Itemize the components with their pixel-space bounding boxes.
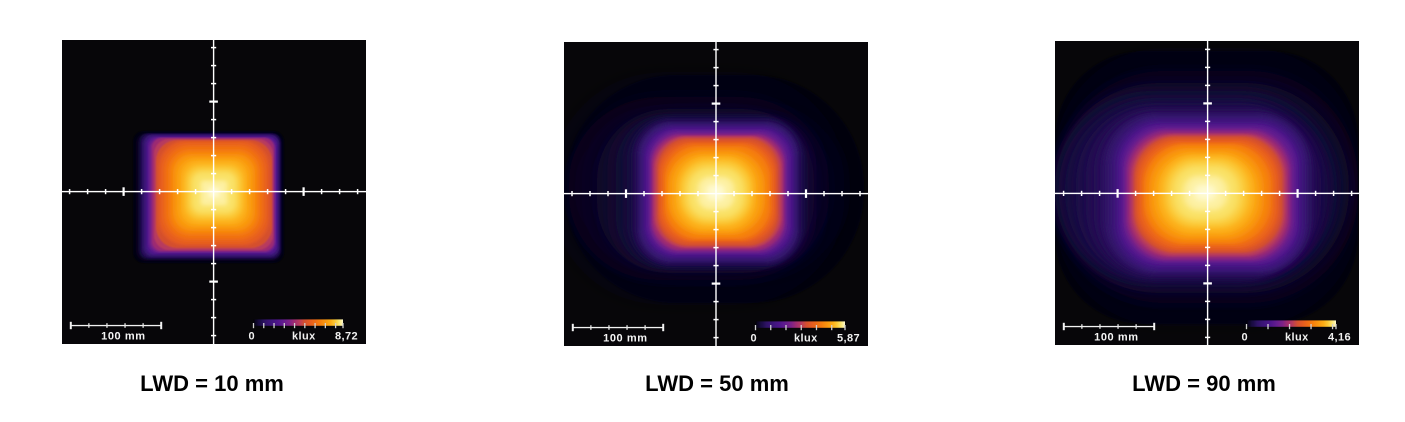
svg-text:0: 0 xyxy=(750,333,756,345)
svg-text:5,87: 5,87 xyxy=(837,333,860,345)
svg-text:klux: klux xyxy=(794,333,818,345)
svg-text:100 mm: 100 mm xyxy=(1094,332,1139,344)
svg-text:100 mm: 100 mm xyxy=(101,331,146,343)
svg-text:100 mm: 100 mm xyxy=(603,333,648,345)
svg-text:8,72: 8,72 xyxy=(335,331,358,343)
svg-text:0: 0 xyxy=(248,331,254,343)
svg-text:klux: klux xyxy=(292,331,316,343)
svg-text:klux: klux xyxy=(1285,332,1309,344)
svg-text:0: 0 xyxy=(1241,332,1247,344)
svg-text:4,16: 4,16 xyxy=(1328,332,1351,344)
